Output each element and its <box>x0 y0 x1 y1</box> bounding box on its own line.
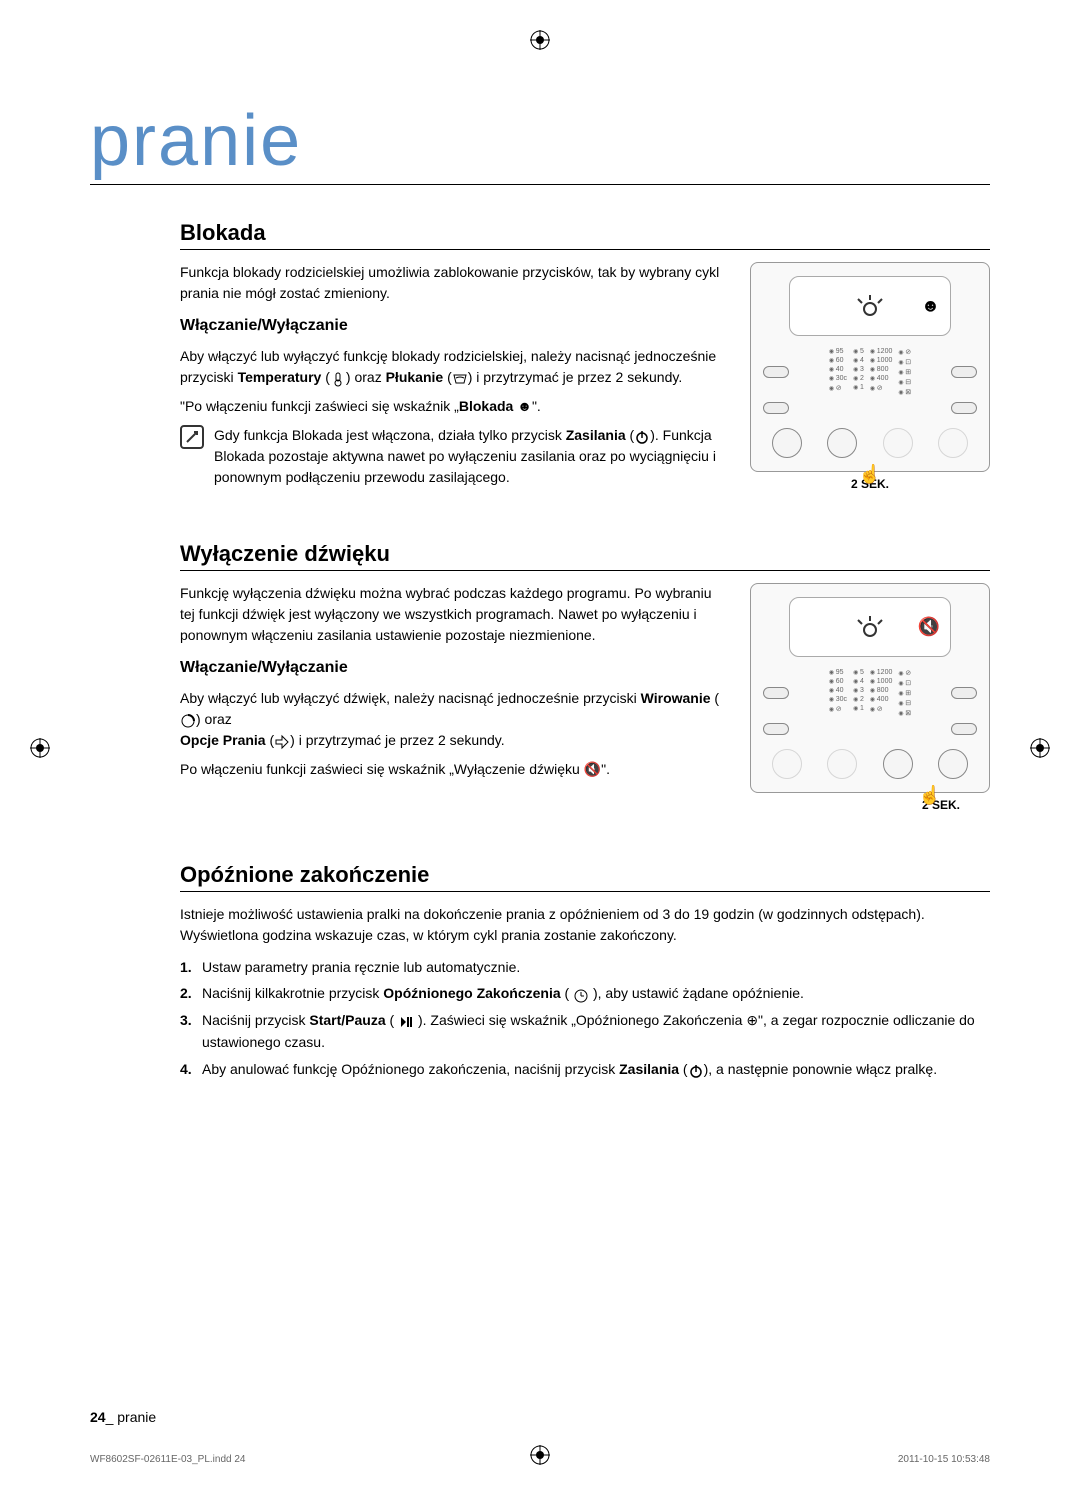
mute-led-icon: 🔇 <box>918 617 940 638</box>
page-footer: 24_ pranie <box>90 1409 156 1425</box>
panel-button <box>951 402 977 414</box>
panel-button <box>951 366 977 378</box>
panel-knob <box>827 749 857 779</box>
print-mark-bottom <box>530 1445 550 1465</box>
text-dzwiek: Funkcję wyłączenia dźwięku można wybrać … <box>180 583 730 812</box>
power-icon <box>634 429 650 443</box>
dzwiek-intro: Funkcję wyłączenia dźwięku można wybrać … <box>180 583 730 646</box>
panel-figure-2: 🔇 95604030ᴄ⊘ 54321 12001000800400⊘ ⊘⊡⊞⊟⊠ <box>750 583 990 793</box>
step-3: Naciśnij przycisk Start/Pauza ( ). Zaświ… <box>180 1009 990 1054</box>
panel-knob <box>883 749 913 779</box>
dzwiek-body: Aby włączyć lub wyłączyć dźwięk, należy … <box>180 688 730 751</box>
print-mark-right <box>1030 738 1050 758</box>
note-blokada: Gdy funkcja Blokada jest włączona, dział… <box>180 425 730 488</box>
page-number: 24 <box>90 1409 106 1425</box>
note-icon <box>180 425 204 449</box>
dzwiek-body3: Po włączeniu funkcji zaświeci się wskaźn… <box>180 759 730 780</box>
temperature-icon <box>330 371 346 385</box>
power-icon <box>688 1063 704 1077</box>
delay-icon <box>573 988 589 1002</box>
panel-knob <box>827 428 857 458</box>
panel-display-1: ☻ <box>789 276 951 336</box>
footer-label: pranie <box>117 1409 156 1425</box>
panel-button <box>763 366 789 378</box>
step-2: Naciśnij kilkakrotnie przycisk Opóźnione… <box>180 982 990 1004</box>
panel-knob <box>938 428 968 458</box>
print-date-info: 2011-10-15 10:53:48 <box>898 1454 990 1465</box>
lock-face-led-icon: ☻ <box>921 296 940 317</box>
display-sun-icon <box>850 291 890 321</box>
print-mark-left <box>30 738 50 758</box>
panel-options-2: 95604030ᴄ⊘ 54321 12001000800400⊘ ⊘⊡⊞⊟⊠ <box>759 667 981 737</box>
start-pause-icon <box>398 1014 414 1028</box>
section-title-opoznione: Opóźnione zakończenie <box>180 862 990 892</box>
spin-icon <box>180 713 196 727</box>
section-title-blokada: Blokada <box>180 220 990 250</box>
rinse-icon <box>452 371 468 385</box>
figure-blokada: ☻ 95604030ᴄ⊘ 54321 12001000800400⊘ ⊘⊡⊞⊟⊠ <box>750 262 990 491</box>
panel-knobs-1 <box>759 428 981 458</box>
panel-button <box>763 402 789 414</box>
blokada-intro: Funkcja blokady rodzicielskiej umożliwia… <box>180 262 730 304</box>
lock-face-icon: ☻ <box>517 398 532 414</box>
display-sun-icon <box>850 612 890 642</box>
panel-button <box>951 687 977 699</box>
panel-knobs-2 <box>759 749 981 779</box>
print-file-info: WF8602SF-02611E-03_PL.indd 24 <box>90 1454 245 1465</box>
text-blokada: Funkcja blokady rodzicielskiej umożliwia… <box>180 262 730 491</box>
panel-knob <box>883 428 913 458</box>
panel-knob <box>772 428 802 458</box>
panel-button <box>951 723 977 735</box>
panel-button <box>763 723 789 735</box>
opoznione-steps: Ustaw parametry prania ręcznie lub autom… <box>180 956 990 1080</box>
options-icon <box>274 734 290 748</box>
blokada-body3: "Po włączeniu funkcji zaświeci się wskaź… <box>180 396 730 417</box>
blokada-body: Aby włączyć lub wyłączyć funkcję blokady… <box>180 346 730 388</box>
dzwiek-subtitle: Włączanie/Wyłączanie <box>180 656 730 680</box>
section-dzwiek: Wyłączenie dźwięku Funkcję wyłączenia dź… <box>180 541 990 812</box>
figure-dzwiek: 🔇 95604030ᴄ⊘ 54321 12001000800400⊘ ⊘⊡⊞⊟⊠ <box>750 583 990 812</box>
panel-button <box>763 687 789 699</box>
page-title: pranie <box>90 100 990 185</box>
hand-press-icon: ☝ <box>759 785 981 806</box>
panel-options-1: 95604030ᴄ⊘ 54321 12001000800400⊘ ⊘⊡⊞⊟⊠ <box>759 346 981 416</box>
panel-knob <box>772 749 802 779</box>
section-title-dzwiek: Wyłączenie dźwięku <box>180 541 990 571</box>
note-text: Gdy funkcja Blokada jest włączona, dział… <box>214 425 730 488</box>
panel-display-2: 🔇 <box>789 597 951 657</box>
print-mark-top <box>530 30 550 50</box>
step-1: Ustaw parametry prania ręcznie lub autom… <box>180 956 990 978</box>
panel-knob <box>938 749 968 779</box>
step-4: Aby anulować funkcję Opóźnionego zakończ… <box>180 1058 990 1080</box>
panel-figure-1: ☻ 95604030ᴄ⊘ 54321 12001000800400⊘ ⊘⊡⊞⊟⊠ <box>750 262 990 472</box>
hand-press-icon: ☝ <box>759 464 981 485</box>
page-content: pranie Blokada Funkcja blokady rodziciel… <box>0 0 1080 1190</box>
section-blokada: Blokada Funkcja blokady rodzicielskiej u… <box>180 220 990 491</box>
section-opoznione: Opóźnione zakończenie Istnieje możliwość… <box>180 862 990 1080</box>
opoznione-intro: Istnieje możliwość ustawienia pralki na … <box>180 904 990 946</box>
blokada-subtitle: Włączanie/Wyłączanie <box>180 314 730 338</box>
